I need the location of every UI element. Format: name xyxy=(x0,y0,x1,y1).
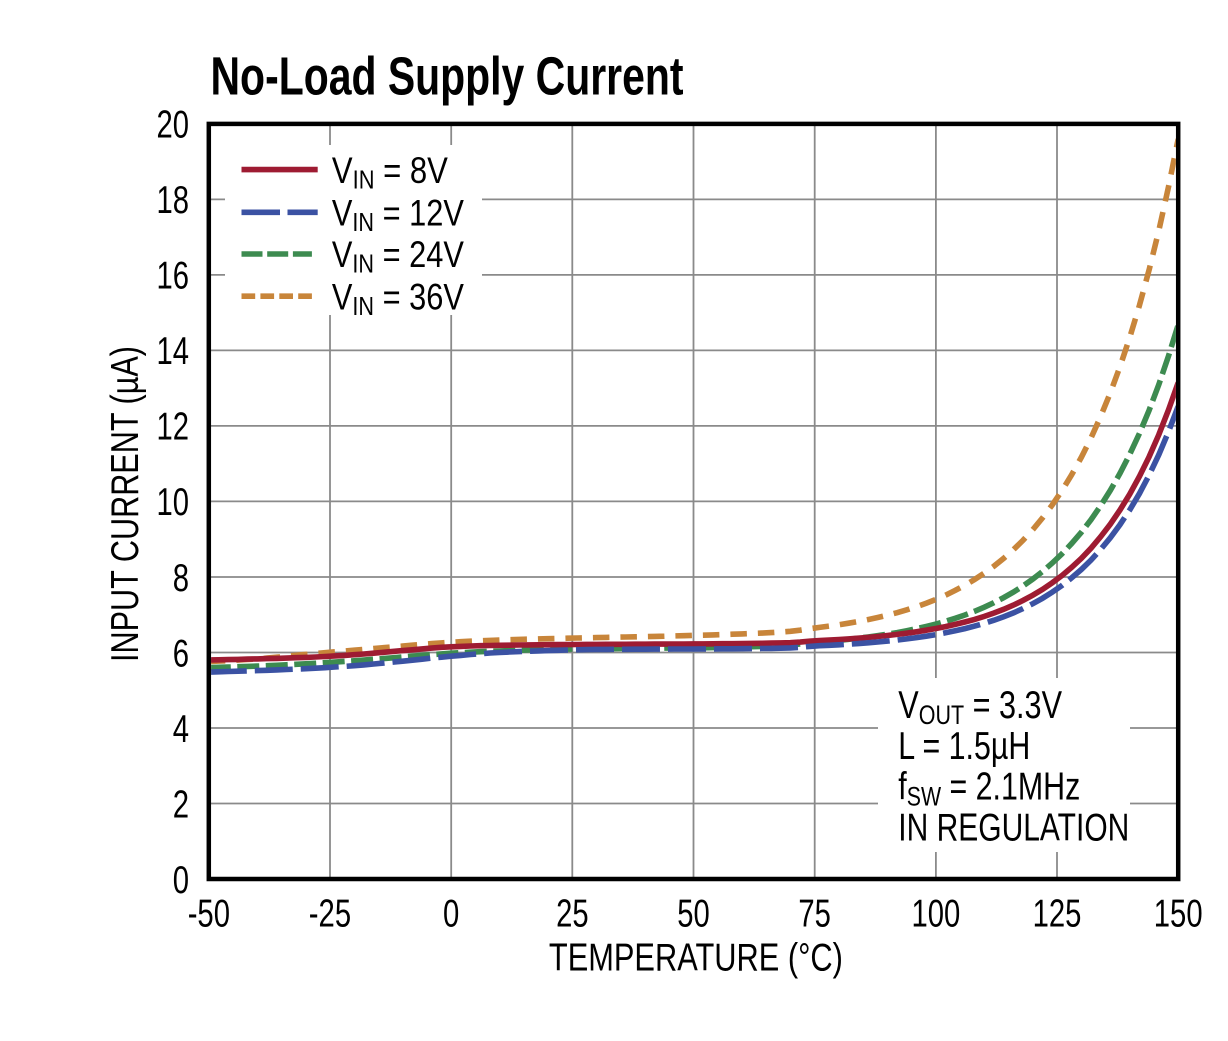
svg-text:INPUT CURRENT (µA): INPUT CURRENT (µA) xyxy=(104,346,147,662)
svg-text:L = 1.5µH: L = 1.5µH xyxy=(898,725,1030,768)
svg-text:0: 0 xyxy=(173,859,189,902)
svg-text:18: 18 xyxy=(157,179,190,222)
svg-text:VIN = 24V: VIN = 24V xyxy=(332,234,464,279)
svg-text:VIN = 8V: VIN = 8V xyxy=(332,150,448,195)
svg-text:14: 14 xyxy=(157,330,190,373)
svg-text:-50: -50 xyxy=(188,893,230,936)
svg-text:8: 8 xyxy=(173,557,189,600)
svg-text:VIN = 12V: VIN = 12V xyxy=(332,193,464,238)
svg-text:VIN = 36V: VIN = 36V xyxy=(332,276,464,321)
svg-text:2: 2 xyxy=(173,783,189,826)
svg-text:6: 6 xyxy=(173,632,189,675)
svg-text:75: 75 xyxy=(798,893,831,936)
svg-text:25: 25 xyxy=(556,893,589,936)
svg-text:4: 4 xyxy=(173,708,189,751)
svg-text:10: 10 xyxy=(157,481,190,524)
svg-text:100: 100 xyxy=(912,893,961,936)
svg-text:-25: -25 xyxy=(309,893,351,936)
svg-text:16: 16 xyxy=(157,255,190,298)
svg-text:20: 20 xyxy=(157,104,190,147)
svg-text:150: 150 xyxy=(1154,893,1203,936)
svg-text:IN REGULATION: IN REGULATION xyxy=(898,806,1129,849)
svg-text:TEMPERATURE (°C): TEMPERATURE (°C) xyxy=(549,937,843,980)
svg-text:125: 125 xyxy=(1033,893,1082,936)
svg-text:0: 0 xyxy=(443,893,459,936)
svg-text:No-Load Supply Current: No-Load Supply Current xyxy=(211,47,684,107)
svg-text:50: 50 xyxy=(677,893,710,936)
svg-text:12: 12 xyxy=(157,406,190,449)
